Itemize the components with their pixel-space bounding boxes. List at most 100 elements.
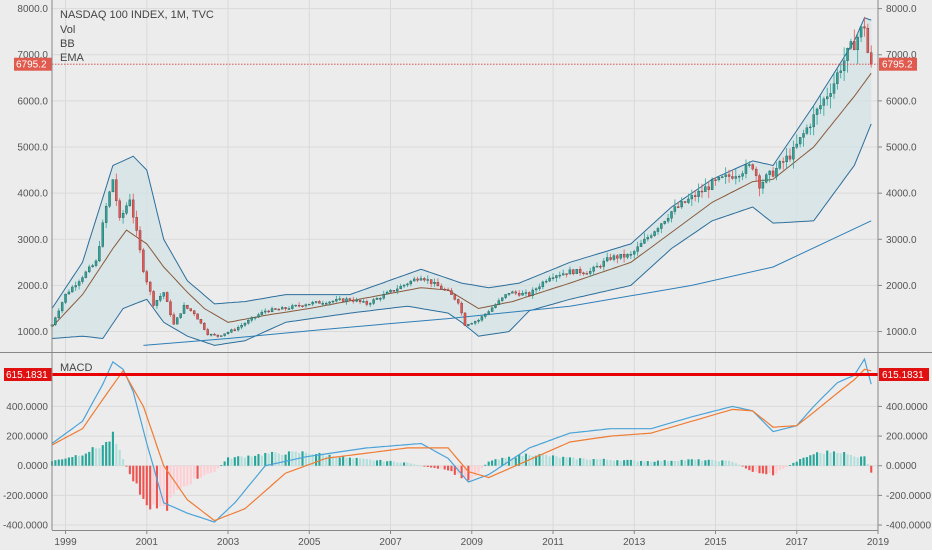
y-tick-label: 200.0000 [6, 432, 48, 443]
candle-body [280, 307, 284, 310]
y-tick-label: 400.0000 [886, 402, 928, 413]
candle-body [111, 179, 115, 193]
y-tick-label: 4000.0 [886, 189, 917, 200]
histogram-bar [467, 465, 470, 481]
candle-body [115, 179, 118, 201]
x-tick-label: 2013 [623, 537, 646, 548]
candle-body [375, 298, 379, 300]
histogram-bar [585, 459, 588, 466]
histogram-bar [355, 457, 358, 466]
candle-body [649, 235, 653, 238]
histogram-bar [819, 453, 822, 466]
candle-body [487, 311, 490, 315]
histogram-bar [74, 455, 77, 466]
candle-body [670, 211, 673, 219]
histogram-bar [579, 458, 582, 466]
candle-body [274, 308, 277, 310]
candle-body [548, 277, 551, 282]
histogram-bar [839, 453, 842, 466]
histogram-bar [772, 465, 775, 476]
histogram-bar [196, 465, 199, 479]
histogram-bar [189, 465, 192, 485]
candle-body [145, 271, 148, 283]
candle-body [754, 168, 758, 176]
candle-body [612, 255, 616, 260]
candle-body [717, 176, 721, 181]
histogram-bar [683, 460, 687, 466]
candle-body [71, 286, 74, 293]
candle-body [589, 271, 592, 274]
candle-body [836, 72, 839, 84]
candle-body [297, 304, 301, 307]
histogram-bar [426, 465, 429, 468]
candle-body [629, 254, 633, 256]
candle-body [264, 310, 267, 313]
candle-body [805, 127, 809, 134]
candle-body [209, 334, 213, 336]
candle-body [74, 285, 77, 288]
candle-body [575, 269, 578, 275]
histogram-bar [589, 459, 592, 466]
histogram-bar [419, 465, 423, 467]
candle-body [534, 288, 538, 291]
candle-body [321, 303, 325, 305]
histogram-bar [433, 465, 436, 468]
macd-pane: MACD 400.0000 200.0000 0.0000 -200.0000 -400… [3, 353, 931, 532]
candle-body [558, 274, 561, 277]
histogram-bar [91, 447, 94, 466]
candle-body [812, 114, 815, 128]
candle-body [284, 307, 287, 309]
histogram-bar [690, 459, 693, 466]
candle-body [582, 272, 585, 275]
histogram-bar [375, 460, 379, 466]
histogram-bar [142, 465, 145, 499]
histogram-bar [406, 462, 409, 466]
histogram-bar [755, 465, 758, 472]
candle-body [517, 292, 521, 296]
histogram-bar [436, 465, 439, 469]
candle-body [561, 273, 565, 276]
candle-body [592, 266, 595, 272]
candle-body [700, 190, 704, 193]
candle-body [270, 308, 274, 312]
candle-body [328, 301, 331, 304]
candle-body [189, 308, 192, 311]
histogram-bar [545, 455, 548, 466]
histogram-bar [677, 461, 680, 466]
histogram-bar [758, 465, 761, 474]
candle-body [372, 299, 375, 304]
candle-body [179, 313, 182, 318]
candle-body [379, 298, 382, 300]
legend-bb: BB [60, 38, 75, 50]
price-tag-right-bg [879, 57, 917, 71]
candle-body [440, 285, 443, 290]
candle-body [494, 304, 497, 308]
candle-body [504, 294, 507, 298]
candle-body [856, 36, 859, 51]
macd-title: MACD [60, 362, 92, 374]
legend: NASDAQ 100 INDEX, 1M, TVC Vol BB EMA [60, 9, 214, 64]
histogram-bar [477, 465, 480, 473]
histogram-bar [213, 465, 216, 472]
candle-body [369, 303, 372, 305]
price-tag-left: 6795.2 [14, 57, 52, 71]
histogram-bar [646, 461, 649, 466]
candle-body [304, 304, 308, 307]
histogram-bar [721, 460, 724, 466]
histogram-bar [524, 453, 527, 466]
x-axis: 1999 2001 2003 2005 2007 2009 2011 2013 2015 2017… [54, 530, 890, 548]
histogram-bar [159, 465, 162, 507]
candle-body [765, 174, 768, 183]
histogram-bar [663, 460, 666, 466]
histogram-bar [487, 461, 490, 466]
histogram-bar [680, 459, 683, 466]
histogram-bar [389, 460, 392, 466]
histogram-bar [203, 465, 206, 476]
histogram-bar [61, 459, 64, 466]
histogram-bar [210, 465, 213, 474]
histogram-bar [372, 460, 375, 466]
candle-body [802, 133, 805, 138]
candle-body [277, 308, 281, 311]
histogram-bar [342, 456, 345, 466]
candle-body [142, 249, 145, 272]
